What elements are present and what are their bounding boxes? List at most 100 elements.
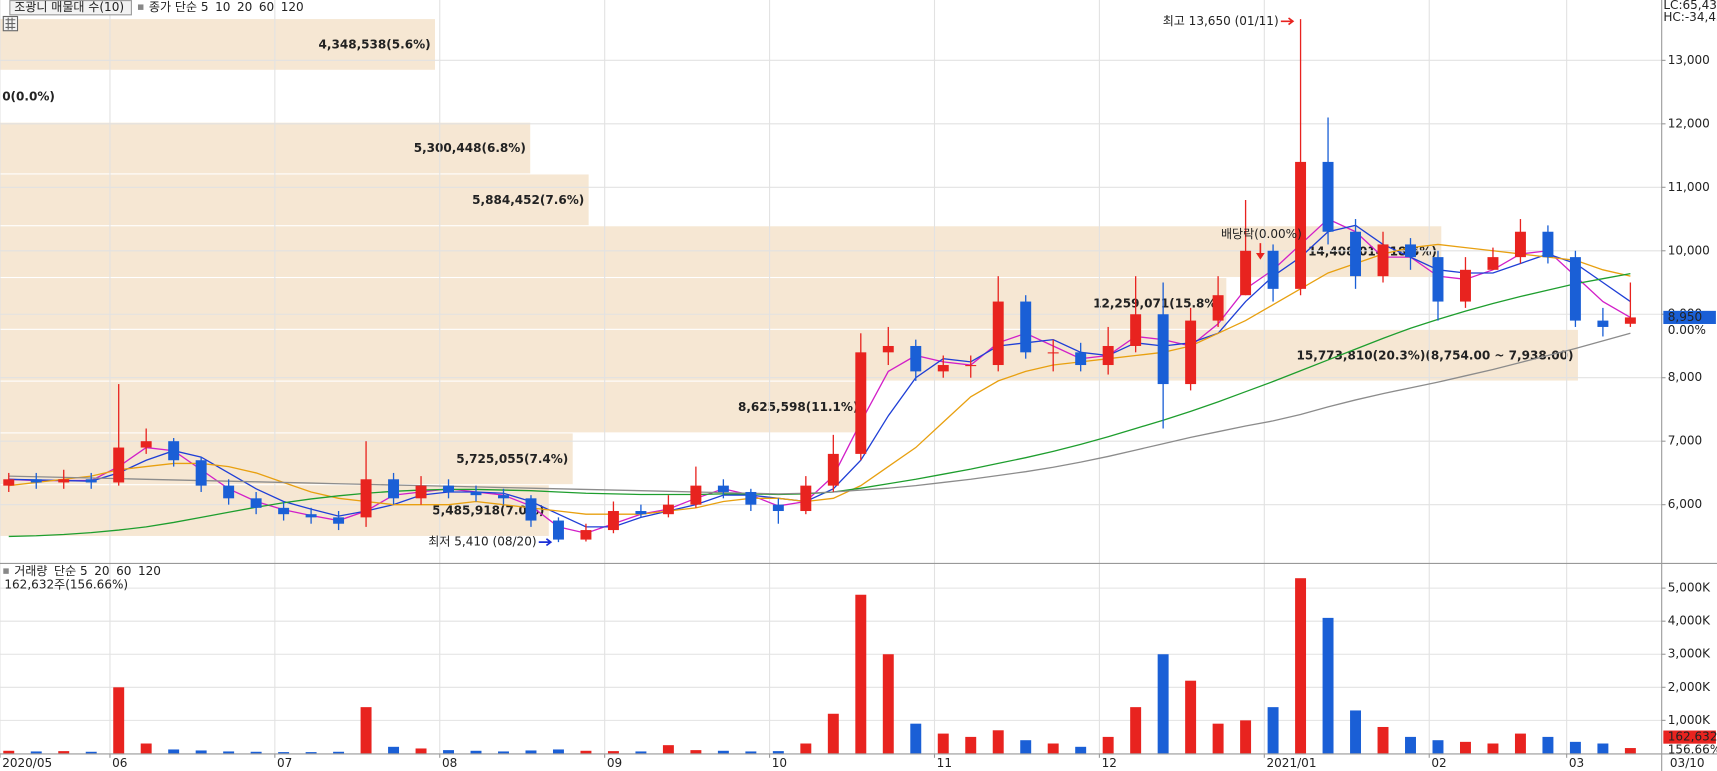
volume-bar <box>1487 743 1499 754</box>
candle-body <box>223 485 235 499</box>
candle-body <box>1295 161 1307 289</box>
volume-bar <box>470 750 482 754</box>
volume-bar <box>1405 736 1416 754</box>
x-tick-label: 2020/05 <box>2 756 52 770</box>
volume-legend-label: 20 <box>94 564 109 578</box>
x-tick-label: 11 <box>937 756 952 770</box>
hc-label: HC:-34,43 <box>1663 10 1717 24</box>
volume-bar <box>552 749 564 754</box>
volume-bar <box>1597 743 1609 754</box>
candle-body <box>168 441 180 461</box>
y-tick-label: 2,000K <box>1668 680 1711 694</box>
volume-bar <box>910 723 922 754</box>
volume-bar <box>1322 617 1334 754</box>
candle-body <box>552 520 564 540</box>
candle-body <box>333 517 345 524</box>
candle-body <box>827 453 839 486</box>
volume-bar <box>498 751 509 754</box>
x-tick-label: 2021/01 <box>1267 756 1317 770</box>
volume-bar <box>305 752 317 754</box>
volume-bar <box>113 687 125 754</box>
legend-marker <box>137 4 144 10</box>
volume-title: 거래량 <box>14 564 47 578</box>
volume-bar <box>388 746 400 754</box>
candle-body <box>1185 320 1197 385</box>
cursor-date: 03/10 <box>1670 756 1705 770</box>
volume-bar <box>745 751 757 754</box>
candle-body <box>360 479 372 518</box>
volume-profile-band <box>0 278 1227 329</box>
candle-body <box>1569 257 1581 321</box>
candle-body <box>607 511 619 531</box>
volume-bar <box>1514 733 1526 754</box>
indicator-box[interactable] <box>9 0 132 16</box>
candle-body <box>882 345 894 353</box>
candle-body <box>1075 352 1087 366</box>
volume-bar <box>1130 707 1142 754</box>
x-tick-label: 06 <box>112 756 127 770</box>
legend-label: 120 <box>281 0 304 14</box>
candle-body <box>1020 301 1032 353</box>
low-arrow <box>538 538 553 547</box>
candle-body <box>250 498 262 508</box>
volume-bar <box>717 750 729 754</box>
candle-body <box>1542 231 1554 258</box>
candle-body <box>662 504 674 515</box>
volume-profile-label: 5,300,448(6.8%) <box>414 141 526 155</box>
volume-bar <box>278 752 290 754</box>
volume-bar <box>1377 726 1389 754</box>
volume-bar <box>1157 654 1169 754</box>
candle-body <box>800 485 812 512</box>
volume-bar <box>1459 741 1471 754</box>
candle-body <box>580 530 592 540</box>
volume-bar <box>1542 736 1554 754</box>
candle-body <box>388 479 400 499</box>
volume-profile-label: 5,725,055(7.4%) <box>456 452 568 466</box>
volume-bar <box>827 713 839 754</box>
volume-legend-label: 120 <box>138 564 161 578</box>
candle-body <box>992 301 1004 366</box>
volume-bar <box>1240 720 1252 754</box>
volume-profile-band <box>0 122 531 174</box>
volume-bar <box>1350 710 1362 754</box>
candle-body <box>1102 345 1114 366</box>
change-label: 0.00% <box>1668 323 1706 337</box>
candle-body <box>1514 231 1526 258</box>
moving-average-line <box>8 332 1631 495</box>
volume-profile-label: 12,259,071(15.8%) <box>1093 296 1222 310</box>
legend-label: 10 <box>215 0 230 14</box>
x-tick-label: 03 <box>1569 756 1584 770</box>
high-arrow <box>1280 17 1295 26</box>
candle-body <box>1267 250 1279 289</box>
y-tick-label: 1,000K <box>1668 713 1711 727</box>
volume-bar <box>580 750 592 754</box>
volume-tag-label: 162,632 <box>1668 730 1717 744</box>
volume-profile-band <box>0 381 863 433</box>
candle-body <box>278 507 290 515</box>
volume-bar <box>443 750 454 754</box>
y-tick-label: 13,000 <box>1668 53 1710 67</box>
y-tick-label: 12,000 <box>1668 116 1710 130</box>
volume-bar <box>1267 707 1279 754</box>
candle-body <box>1322 161 1334 232</box>
candle-body <box>1624 317 1636 324</box>
volume-bar <box>662 745 674 754</box>
volume-bar <box>415 748 427 754</box>
candle-body <box>140 441 152 448</box>
volume-bar <box>525 750 537 754</box>
x-tick-label: 09 <box>607 756 622 770</box>
volume-bar <box>1020 740 1032 754</box>
y-tick-label: 4,000K <box>1668 614 1711 628</box>
volume-bar <box>882 654 894 754</box>
volume-bar <box>1047 743 1059 754</box>
low-label: 최저 5,410 (08/20) <box>428 535 536 549</box>
volume-legend-label: 단순 5 <box>54 564 88 578</box>
candle-body <box>1432 257 1444 302</box>
volume-bar <box>800 743 812 754</box>
legend-label: 20 <box>237 0 252 14</box>
x-tick-label: 07 <box>277 756 292 770</box>
candle-body <box>1405 244 1416 258</box>
annotation-layer: 배당락(0.00%) 최고 13,650 (01/11) 최저 5,410 (08… <box>428 14 1302 549</box>
x-tick-label: 10 <box>772 756 787 770</box>
